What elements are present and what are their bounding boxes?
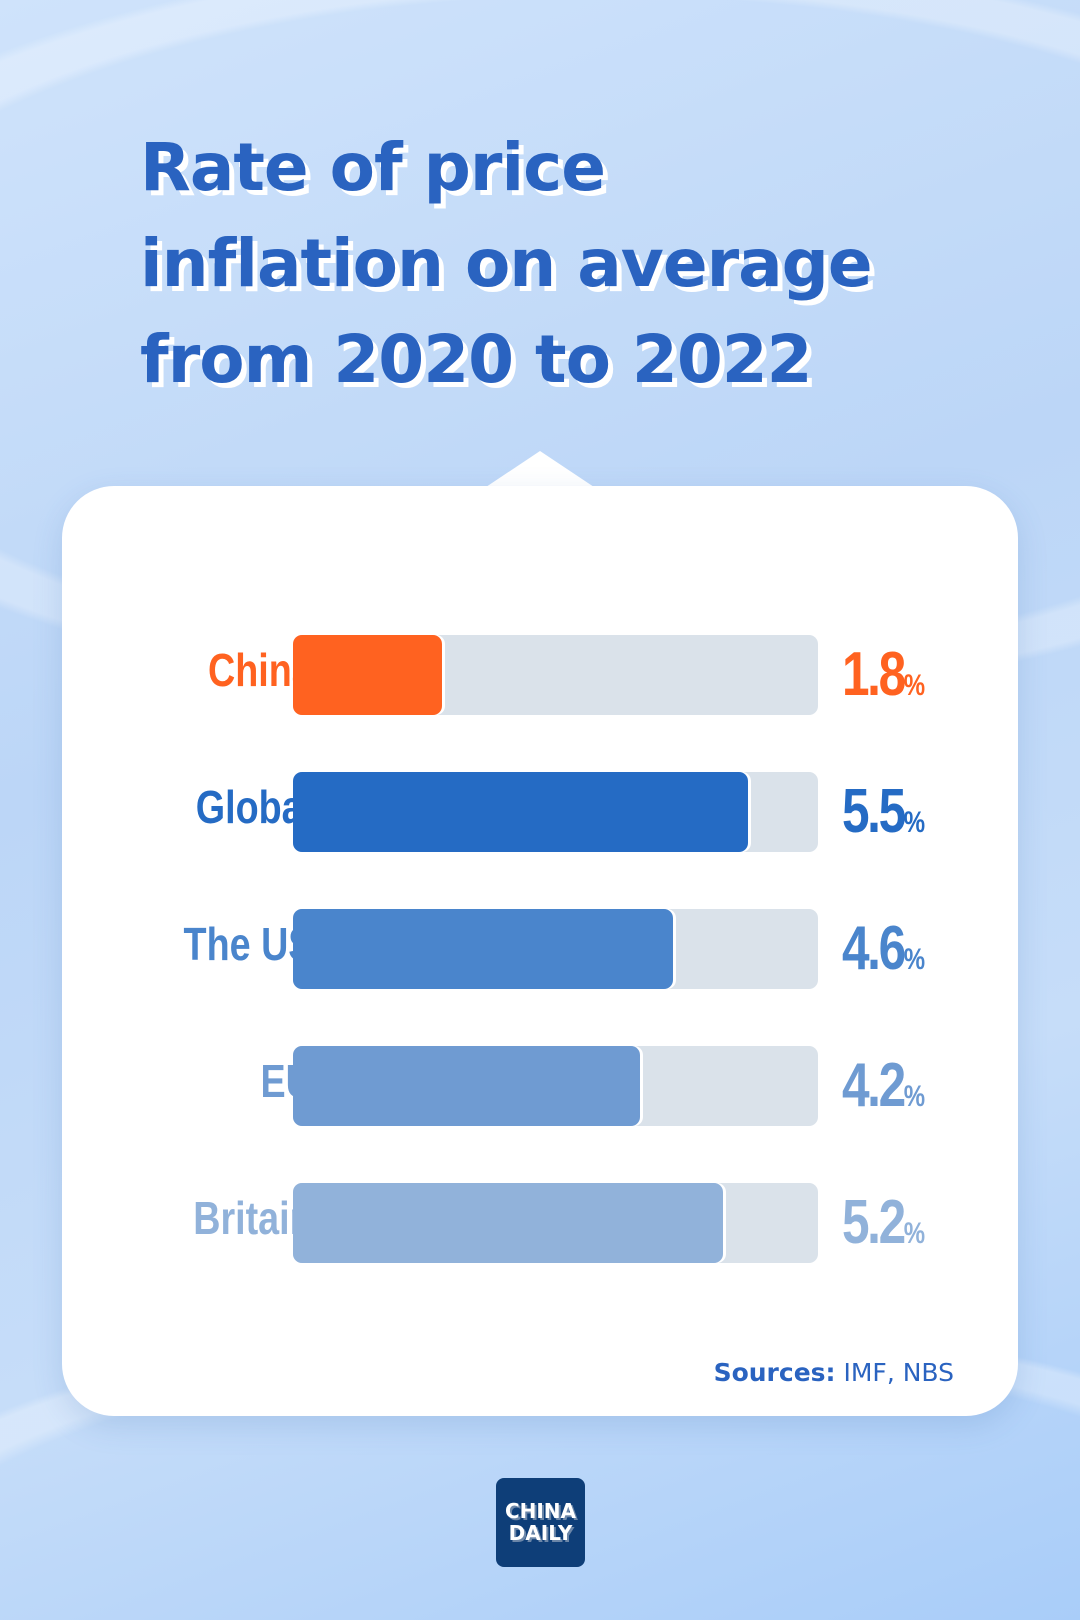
- title-line: inflation on average: [140, 225, 873, 302]
- chart-card: China 1.8% Global 5.5% The US 4.6% EU 4.2% B…: [62, 486, 1018, 1416]
- value-unit: %: [903, 1217, 926, 1250]
- bar: [293, 1183, 723, 1263]
- category-label: The US: [183, 918, 313, 970]
- logo-text: DAILY: [508, 1521, 573, 1545]
- bar: [293, 635, 442, 715]
- value-unit: %: [903, 669, 926, 702]
- value-unit: %: [903, 1080, 926, 1113]
- value-label: 5.5%: [842, 776, 925, 847]
- sources-label: Sources:: [713, 1358, 836, 1387]
- sources-note: Sources: IMF, NBS: [714, 1358, 954, 1387]
- bar-track: [293, 635, 818, 715]
- value-unit: %: [903, 943, 926, 976]
- chart-title: Rate of price inflation on average from …: [140, 120, 1040, 408]
- value-number: 1.8: [842, 640, 906, 709]
- bar-row: China 1.8%: [62, 635, 1018, 715]
- bar-track: [293, 1046, 818, 1126]
- value-number: 5.5: [842, 777, 906, 846]
- value-label: 4.6%: [842, 913, 925, 984]
- bar-row: EU 4.2%: [62, 1046, 1018, 1126]
- bar: [293, 909, 674, 989]
- value-number: 4.6: [842, 914, 906, 983]
- bar-track: [293, 1183, 818, 1263]
- sources-value: IMF, NBS: [835, 1358, 954, 1387]
- bar-track: [293, 909, 818, 989]
- title-line: from 2020 to 2022: [140, 321, 813, 398]
- value-number: 5.2: [842, 1188, 906, 1257]
- value-number: 4.2: [842, 1051, 906, 1120]
- value-label: 1.8%: [842, 639, 925, 710]
- value-label: 5.2%: [842, 1187, 925, 1258]
- title-line: Rate of price: [140, 129, 606, 206]
- card-notch: [486, 451, 594, 487]
- bar-row: Global 5.5%: [62, 772, 1018, 852]
- bar-row: The US 4.6%: [62, 909, 1018, 989]
- bar-row: Britain 5.2%: [62, 1183, 1018, 1263]
- value-label: 4.2%: [842, 1050, 925, 1121]
- logo-text: CHINA: [504, 1499, 577, 1523]
- bar: [293, 772, 748, 852]
- value-unit: %: [903, 806, 926, 839]
- bar-track: [293, 772, 818, 852]
- bar: [293, 1046, 641, 1126]
- china-daily-logo: CHINA DAILY: [496, 1478, 585, 1567]
